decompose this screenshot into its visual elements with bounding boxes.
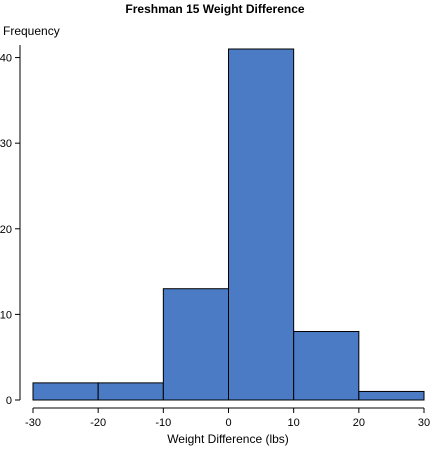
y-tick-label-30: 30: [0, 138, 12, 150]
x-tick-label-10: 10: [288, 417, 300, 429]
histogram-bar-5: [358, 390, 425, 401]
histogram-bar-3: [228, 48, 295, 401]
histogram-bar-0: [32, 382, 99, 401]
y-axis-label: Frequency: [3, 24, 60, 38]
y-tick-label-20: 20: [0, 224, 12, 236]
y-tick-label-0: 0: [6, 395, 12, 407]
histogram-bar-2: [162, 288, 229, 401]
x-tick-label--30: -30: [25, 417, 41, 429]
axes-group: 0 10 20 30 40 -30 -20 -10 0 10 20 30: [0, 45, 430, 429]
x-tick-label-20: 20: [353, 417, 365, 429]
histogram-bar-1: [97, 382, 164, 401]
x-tick-label-0: 0: [225, 417, 231, 429]
x-axis-label: Weight Difference (lbs): [167, 432, 289, 446]
chart-title: Freshman 15 Weight Difference: [125, 2, 304, 16]
x-tick-label--10: -10: [155, 417, 171, 429]
bars-group: [32, 48, 425, 401]
y-tick-label-40: 40: [0, 53, 12, 65]
x-tick-label-30: 30: [418, 417, 430, 429]
histogram-bar-4: [293, 331, 360, 401]
y-tick-label-10: 10: [0, 309, 12, 321]
x-tick-label--20: -20: [90, 417, 106, 429]
